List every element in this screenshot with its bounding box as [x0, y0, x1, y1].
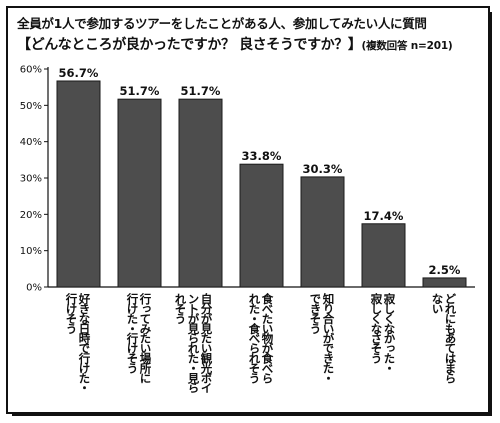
category-label: 行ってみたい場所に: [139, 292, 153, 383]
y-tick-label: 50%: [20, 101, 42, 112]
bar-value-label: 56.7%: [59, 66, 99, 80]
category-label: れそう: [174, 293, 188, 324]
bar: [239, 163, 284, 288]
y-tick-label: 40%: [20, 137, 42, 148]
bar-value-label: 2.5%: [429, 263, 461, 277]
category-label: 寂しくなさそう: [370, 292, 384, 363]
chart-note: (複数回答 n=201): [361, 40, 453, 52]
category-label: 知り合いができた・: [322, 292, 336, 382]
bar: [300, 176, 345, 288]
category-label: 自分が見たい観光ポイ: [200, 292, 214, 393]
bar: [56, 80, 101, 288]
y-tick-label: 60%: [20, 65, 42, 76]
bar: [422, 277, 467, 288]
chart-title-question: 【どんなところが良かったですか？ 良さそうですか？】: [17, 37, 362, 53]
y-tick-label: 0%: [26, 283, 42, 294]
category-label: 食べたい物が食べら: [261, 292, 275, 383]
category-label: ントが見られた・見ら: [187, 293, 201, 393]
chart-title-line2: 【どんなところが良かったですか？ 良さそうですか？】(複数回答 n=201): [17, 34, 453, 54]
y-tick-label: 30%: [20, 174, 42, 185]
category-label: できそう: [309, 293, 323, 334]
bar: [178, 98, 223, 288]
bar: [361, 223, 406, 288]
category-label: ない: [431, 293, 445, 314]
bar-value-label: 17.4%: [364, 209, 404, 223]
category-label: 行けそう: [65, 292, 79, 334]
bar-value-label: 51.7%: [181, 84, 221, 98]
bar-value-label: 33.8%: [242, 149, 282, 163]
category-label: れた・食べられそう: [248, 293, 262, 383]
chart-title-line1: 全員が1人で参加するツアーをしたことがある人、参加してみたい人に質問: [17, 16, 427, 31]
category-label: どれにもあてはまら: [444, 293, 458, 383]
category-label: 寂しくなかった・: [383, 292, 397, 372]
y-tick-label: 20%: [20, 210, 42, 221]
y-tick-label: 10%: [20, 246, 42, 257]
category-label: 好きな日時で行けた・: [78, 292, 92, 392]
bar-value-label: 30.3%: [303, 162, 343, 176]
category-label: 行けた・行けそう: [126, 292, 140, 373]
bar: [117, 98, 162, 288]
bar-value-label: 51.7%: [120, 84, 160, 98]
